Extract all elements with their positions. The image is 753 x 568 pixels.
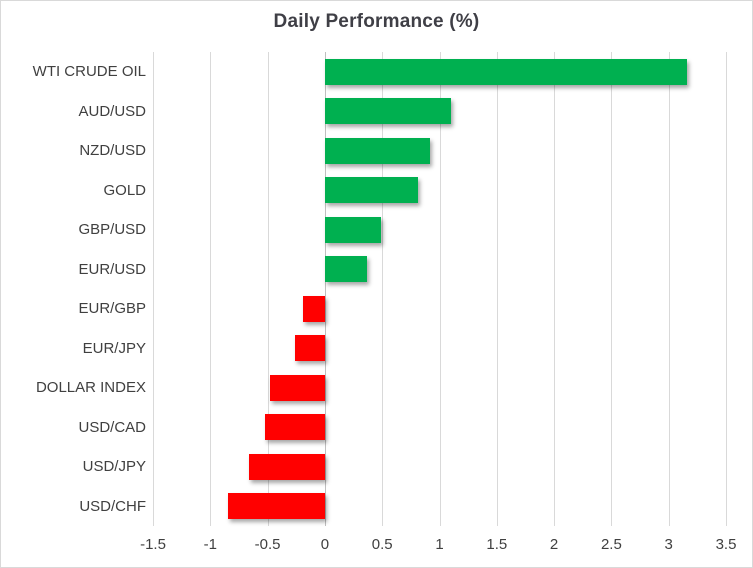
- bar-gold: [324, 177, 418, 204]
- gridline-2: [554, 52, 556, 526]
- x-tick-label-1.5: 1.5: [486, 536, 508, 553]
- category-label-usd-chf: USD/CHF: [79, 497, 146, 515]
- x-tick-label-0.5: 0.5: [371, 536, 393, 553]
- x-tick-label--1: -1: [203, 536, 217, 553]
- x-tick-label--0.5: -0.5: [254, 536, 281, 553]
- bar-eur-usd: [324, 256, 368, 283]
- category-label-gbp-usd: GBP/USD: [78, 221, 146, 239]
- gridline--0.5: [267, 52, 269, 526]
- x-tick-label-2: 2: [549, 536, 559, 553]
- gridline-2.5: [611, 52, 613, 526]
- gridline-1.5: [496, 52, 498, 526]
- category-label-eur-usd: EUR/USD: [78, 260, 146, 278]
- bar-usd-jpy: [249, 453, 325, 480]
- chart-title: Daily Performance (%): [273, 11, 480, 32]
- category-axis: WTI CRUDE OIL AUD/USD NZD/USD GOLD GBP/USD EU…: [1, 52, 146, 526]
- category-label-wti-crude-oil: WTI CRUDE OIL: [32, 63, 146, 81]
- value-axis: -1.5 -1 -0.5 0 0.5 1 1.5 2 2.5 3 3.5: [1, 537, 752, 561]
- x-tick-label--1.5: -1.5: [140, 536, 166, 553]
- gridline-3: [668, 52, 670, 526]
- x-tick-label-2.5: 2.5: [600, 536, 622, 553]
- category-label-nzd-usd: NZD/USD: [79, 142, 146, 160]
- gridline--1.5: [153, 52, 154, 526]
- x-tick-label-1: 1: [435, 536, 444, 553]
- category-label-gold: GOLD: [103, 181, 146, 199]
- bar-wti-crude-oil: [324, 58, 687, 85]
- bar-eur-gbp: [303, 295, 325, 322]
- bar-usd-chf: [227, 493, 325, 520]
- gridline-1: [439, 52, 441, 526]
- zero-axis-line: [324, 52, 326, 526]
- x-tick-label-0: 0: [320, 536, 330, 553]
- bar-nzd-usd: [324, 137, 431, 164]
- gridline-0.5: [382, 52, 384, 526]
- bar-gbp-usd: [324, 216, 382, 243]
- x-tick-label-3.5: 3.5: [715, 536, 737, 553]
- gridline--1: [210, 52, 212, 526]
- gridline-3.5: [726, 52, 727, 526]
- bar-usd-cad: [265, 414, 325, 441]
- bar-dollar-index: [269, 374, 325, 401]
- bar-eur-jpy: [295, 335, 325, 362]
- plot-area: [153, 52, 727, 526]
- category-label-aud-usd: AUD/USD: [78, 102, 146, 120]
- category-label-dollar-index: DOLLAR INDEX: [35, 379, 146, 397]
- x-tick-label-3: 3: [664, 536, 673, 553]
- bar-aud-usd: [324, 98, 451, 125]
- category-label-eur-gbp: EUR/GBP: [78, 300, 146, 318]
- category-label-usd-cad: USD/CAD: [78, 418, 146, 436]
- category-label-usd-jpy: USD/JPY: [82, 458, 146, 476]
- category-label-eur-jpy: EUR/JPY: [82, 339, 146, 357]
